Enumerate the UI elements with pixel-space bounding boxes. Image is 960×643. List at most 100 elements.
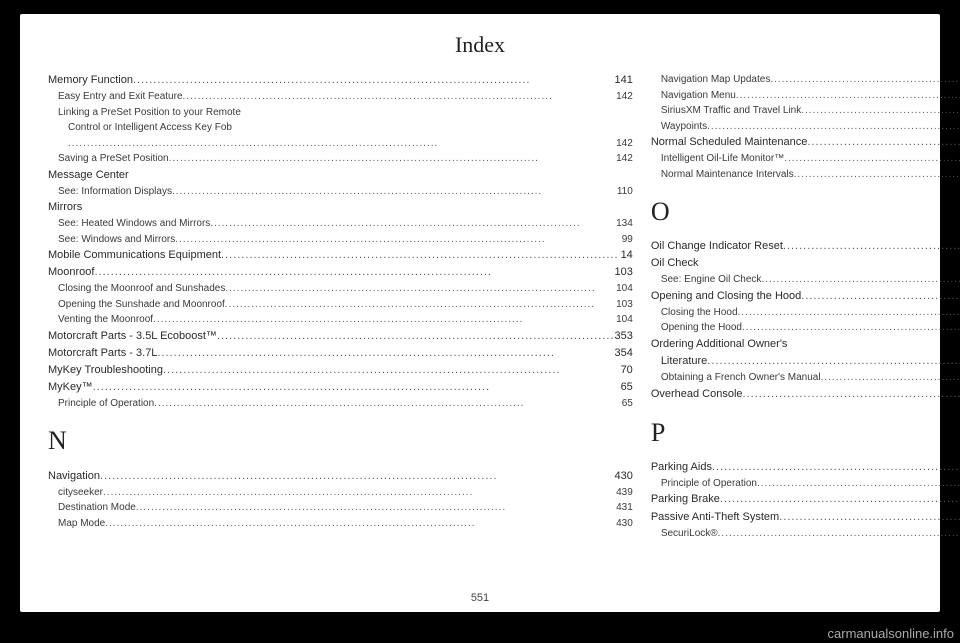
index-subentry: 142	[48, 136, 633, 152]
entry-leader-dots	[801, 103, 960, 119]
entry-label: Principle of Operation	[58, 396, 154, 412]
page-title: Index	[48, 32, 912, 58]
entry-label: See: Heated Windows and Mirrors	[58, 216, 210, 232]
entry-leader-dots	[100, 468, 614, 485]
entry-leader-dots	[68, 136, 616, 152]
index-entry: Motorcraft Parts - 3.7L 354	[48, 345, 633, 362]
entry-leader-dots	[93, 379, 621, 396]
index-entry: Overhead Console163	[651, 386, 960, 403]
entry-page: 430	[614, 468, 632, 485]
entry-leader-dots	[94, 264, 614, 281]
entry-label: Venting the Moonroof	[58, 312, 153, 328]
entry-label: MyKey Troubleshooting	[48, 362, 163, 379]
entry-page: 70	[621, 362, 633, 379]
index-subentry: Waypoints438	[651, 119, 960, 135]
entry-page: 65	[622, 396, 633, 412]
index-subentry: See: Heated Windows and Mirrors134	[48, 216, 633, 232]
entry-label: Linking a PreSet Position to your Remote	[58, 105, 241, 121]
entry-page: 99	[622, 232, 633, 248]
entry-label: Literature	[661, 353, 707, 370]
entry-label: Intelligent Oil-Life Monitor™	[661, 151, 784, 167]
index-subentry: Navigation Menu436	[651, 88, 960, 104]
entry-page: 65	[621, 379, 633, 396]
page-number: 551	[20, 592, 940, 604]
index-subentry: Principle of Operation198	[651, 476, 960, 492]
entry-label: SecuriLock®	[661, 526, 718, 542]
entry-leader-dots	[761, 272, 960, 288]
entry-label: Oil Check	[651, 255, 699, 272]
index-entry: Parking Aids198	[651, 459, 960, 476]
entry-leader-dots	[707, 353, 960, 370]
entry-leader-dots	[738, 305, 960, 321]
index-subentry: Obtaining a French Owner's Manual265	[651, 370, 960, 386]
entry-label: cityseeker	[58, 485, 103, 501]
entry-page: 141	[614, 72, 632, 89]
entry-page: 354	[614, 345, 632, 362]
index-subentry: Saving a PreSet Position142	[48, 151, 633, 167]
index-entry: Parking Brake193	[651, 491, 960, 508]
entry-label: Saving a PreSet Position	[58, 151, 169, 167]
entry-label: Control or Intelligent Access Key Fob	[68, 120, 232, 136]
entry-leader-dots	[743, 386, 960, 403]
index-entry: Normal Scheduled Maintenance486	[651, 134, 960, 151]
index-subentry: Destination Mode431	[48, 500, 633, 516]
section-letter: P	[651, 413, 960, 453]
index-entry: Message Center	[48, 167, 633, 184]
entry-leader-dots	[742, 320, 960, 336]
entry-leader-dots	[221, 247, 621, 264]
entry-page: 142	[616, 89, 633, 105]
entry-page: 14	[621, 247, 633, 264]
entry-leader-dots	[720, 491, 960, 508]
index-subentry: Closing the Moonroof and Sunshades 104	[48, 281, 633, 297]
entry-label: Moonroof	[48, 264, 94, 281]
entry-leader-dots	[210, 216, 616, 232]
entry-label: Mobile Communications Equipment	[48, 247, 221, 264]
entry-label: Normal Maintenance Intervals	[661, 167, 794, 183]
index-subentry: Closing the Hood287	[651, 305, 960, 321]
entry-page: 431	[616, 500, 633, 516]
entry-label: Motorcraft Parts - 3.5L Ecoboost™	[48, 328, 217, 345]
entry-label: Parking Brake	[651, 491, 720, 508]
index-subentry: Opening the Sunshade and Moonroof103	[48, 297, 633, 313]
column-2: Navigation Map Updates440Navigation Menu…	[651, 72, 960, 541]
entry-label: Overhead Console	[651, 386, 743, 403]
entry-label: Waypoints	[661, 119, 707, 135]
entry-label: Closing the Moonroof and Sunshades	[58, 281, 225, 297]
section-letter: N	[48, 421, 633, 461]
entry-label: Map Mode	[58, 516, 105, 532]
entry-page: 103	[616, 297, 633, 313]
index-subentry: SiriusXM Traffic and Travel Link440	[651, 103, 960, 119]
entry-label: Mirrors	[48, 199, 82, 216]
document-page: Index Memory Function141Easy Entry and E…	[20, 14, 940, 612]
entry-label: Navigation Map Updates	[661, 72, 771, 88]
index-subentry: Opening the Hood287	[651, 320, 960, 336]
entry-page: 430	[616, 516, 633, 532]
entry-leader-dots	[736, 88, 960, 104]
entry-label: See: Windows and Mirrors	[58, 232, 175, 248]
entry-leader-dots	[225, 297, 616, 313]
index-columns: Memory Function141Easy Entry and Exit Fe…	[48, 72, 912, 541]
entry-leader-dots	[154, 396, 622, 412]
entry-page: 439	[616, 485, 633, 501]
index-entry: Oil Check	[651, 255, 960, 272]
entry-page: 104	[616, 281, 633, 297]
index-entry: Memory Function141	[48, 72, 633, 89]
entry-leader-dots	[784, 151, 960, 167]
index-entry: Oil Change Indicator Reset293	[651, 238, 960, 255]
entry-label: Opening the Hood	[661, 320, 742, 336]
entry-page: 142	[616, 136, 633, 152]
index-entry: Motorcraft Parts - 3.5L Ecoboost™353	[48, 328, 633, 345]
entry-leader-dots	[757, 476, 960, 492]
index-entry: MyKey™65	[48, 379, 633, 396]
entry-leader-dots	[183, 89, 617, 105]
entry-label: Obtaining a French Owner's Manual	[661, 370, 821, 386]
entry-leader-dots	[133, 72, 614, 89]
index-entry: Opening and Closing the Hood287	[651, 288, 960, 305]
entry-leader-dots	[172, 184, 617, 200]
entry-label: Opening and Closing the Hood	[651, 288, 801, 305]
entry-leader-dots	[217, 328, 615, 345]
entry-leader-dots	[707, 119, 960, 135]
index-subentry: Principle of Operation 65	[48, 396, 633, 412]
entry-label: Motorcraft Parts - 3.7L	[48, 345, 157, 362]
index-subentry: Map Mode 430	[48, 516, 633, 532]
